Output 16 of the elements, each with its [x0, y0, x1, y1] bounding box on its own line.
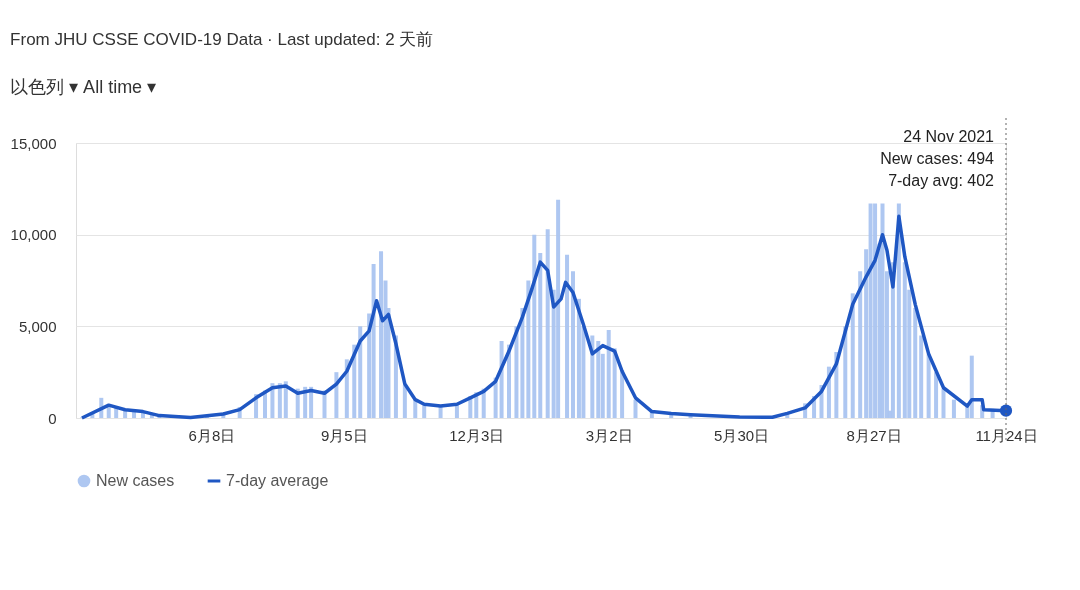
annotation: 24 Nov 2021 New cases: 494 7-day avg: 402 — [880, 128, 995, 189]
x-tick-label: 8月27日 — [846, 426, 902, 444]
x-tick-label: 12月3日 — [449, 426, 505, 444]
legend-label: 7-day average — [226, 472, 329, 489]
chart-title: From JHU CSSE COVID-19 Data · Last updated: 2 天前 — [10, 29, 434, 49]
x-tick-label: 9月5日 — [321, 426, 368, 444]
y-tick-label: 0 — [48, 409, 57, 427]
x-tick-label: 6月8日 — [188, 426, 236, 444]
chart-subtitle: 以色列 ▾ All time ▾ — [10, 76, 157, 97]
x-tick-label: 11月24日 — [975, 426, 1038, 444]
x-tick-label: 3月2日 — [585, 426, 633, 444]
y-tick-label: 15,000 — [10, 134, 57, 152]
y-tick-label: 5,000 — [18, 317, 57, 335]
x-tick-label: 5月30日 — [714, 426, 770, 444]
y-tick-label: 10,000 — [10, 226, 57, 244]
legend-label: New cases — [96, 472, 175, 489]
